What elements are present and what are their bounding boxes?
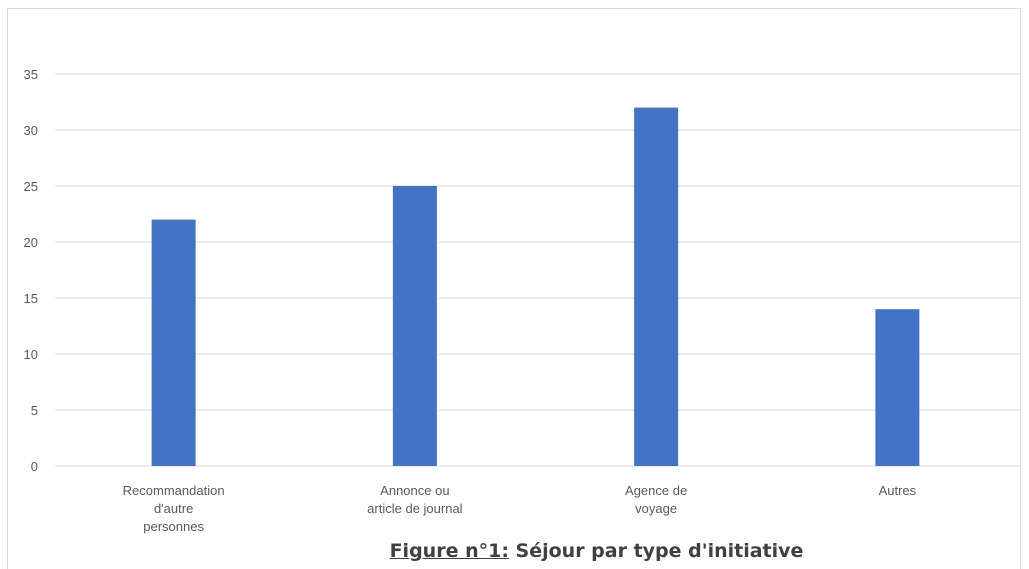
y-tick-label: 20 [24,235,38,250]
y-tick-label: 5 [31,403,38,418]
bar [634,107,679,466]
y-axis-tick-labels: 0 5 10 15 20 25 30 35 [24,67,38,474]
y-tick-label: 30 [24,123,38,138]
category-label: Autres [879,483,917,498]
bar [875,309,920,466]
gridlines [55,73,1020,467]
category-label-line: Annonce ou [380,483,449,498]
y-tick-label: 35 [24,67,38,82]
category-label-line: Recommandation [123,483,225,498]
caption-lead: Figure n°1: [389,540,509,562]
category-label: Annonce ou article de journal [367,483,462,516]
category-label-line: Agence de [625,483,687,498]
bars [151,107,920,466]
category-label: Recommandation d'autre personnes [123,483,225,534]
category-label: Agence de voyage [625,483,687,516]
bar [392,186,437,466]
y-tick-label: 15 [24,291,38,306]
category-label-line: article de journal [367,501,462,516]
bar [151,219,196,466]
category-label-line: personnes [143,519,204,534]
figure-caption: Figure n°1: Séjour par type d'initiative [0,540,1029,562]
category-label-line: Autres [879,483,917,498]
caption-inner: Figure n°1: Séjour par type d'initiative [390,540,804,562]
y-tick-label: 25 [24,179,38,194]
caption-text: Séjour par type d'initiative [508,540,804,562]
category-label-line: voyage [635,501,677,516]
y-tick-label: 10 [24,347,38,362]
x-axis-category-labels: Recommandation d'autre personnes Annonce ou… [123,483,917,534]
y-tick-label: 0 [31,459,38,474]
category-label-line: d'autre [154,501,193,516]
